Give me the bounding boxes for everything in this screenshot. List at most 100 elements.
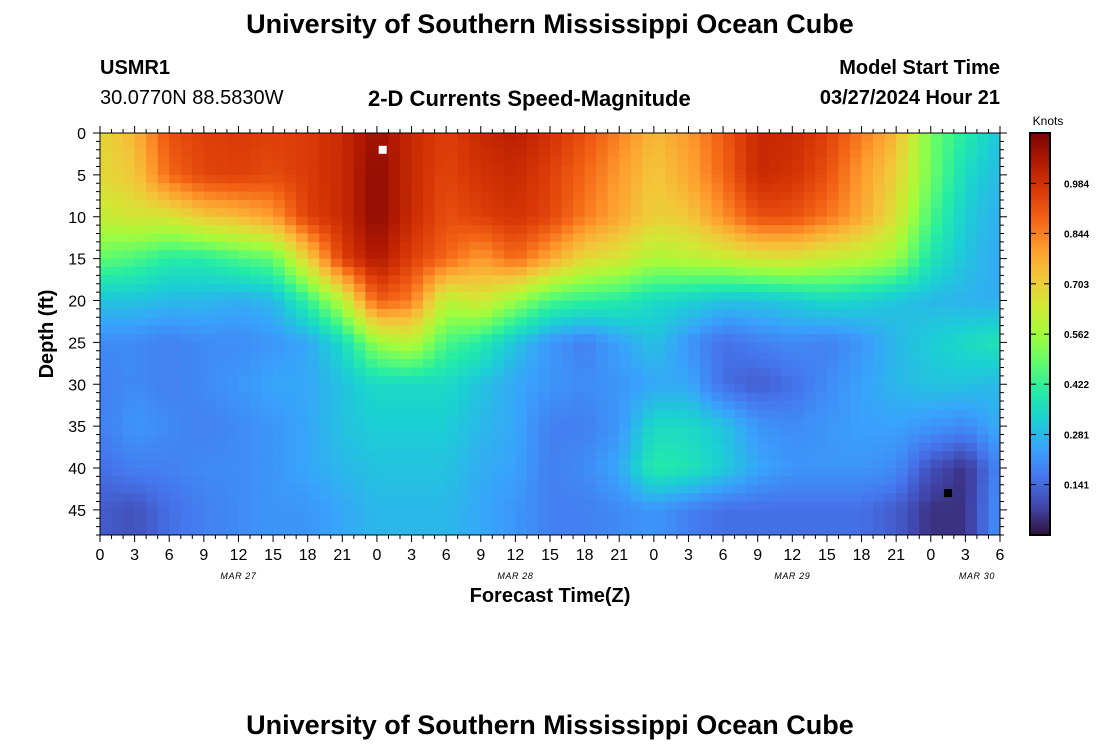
heatmap-cell	[376, 392, 390, 402]
heatmap-cell	[296, 342, 309, 352]
heatmap-cell	[573, 308, 586, 318]
heatmap-cell	[157, 509, 170, 519]
heatmap-cell	[561, 468, 574, 477]
heatmap-cell	[896, 468, 909, 477]
heatmap-cell	[353, 384, 366, 394]
heatmap-cell	[250, 459, 263, 469]
heatmap-cell	[434, 133, 447, 142]
heatmap-cell	[203, 166, 216, 176]
heatmap-cell	[630, 166, 643, 176]
heatmap-cell	[700, 334, 713, 343]
marker-point	[944, 489, 953, 498]
heatmap-cell	[330, 317, 343, 327]
heatmap-cell	[665, 426, 678, 436]
heatmap-cell	[988, 308, 1000, 318]
heatmap-cell	[642, 342, 655, 352]
heatmap-cell	[457, 158, 470, 168]
heatmap-cell	[100, 317, 113, 327]
heatmap-cell	[711, 342, 724, 352]
heatmap-cell	[111, 392, 124, 402]
heatmap-cell	[884, 518, 897, 528]
heatmap-cell	[169, 518, 182, 528]
heatmap-cell	[700, 518, 713, 528]
heatmap-cell	[480, 241, 493, 251]
heatmap-cell	[642, 250, 655, 260]
heatmap-cell	[826, 233, 840, 243]
heatmap-cell	[746, 359, 759, 369]
heatmap-cell	[550, 158, 563, 168]
heatmap-cell	[134, 250, 147, 260]
heatmap-cell	[273, 183, 286, 193]
heatmap-cell	[446, 208, 459, 218]
heatmap-cell	[619, 283, 632, 293]
heatmap-cell	[930, 208, 943, 218]
heatmap-cell	[653, 191, 666, 201]
heatmap-cell	[319, 258, 332, 268]
heatmap-cell	[815, 191, 828, 201]
heatmap-cell	[157, 300, 170, 310]
heatmap-cell	[203, 216, 216, 226]
heatmap-cell	[296, 392, 309, 402]
heatmap-cell	[192, 493, 205, 503]
heatmap-cell	[746, 216, 759, 226]
heatmap-cell	[273, 484, 286, 494]
heatmap-cell	[596, 342, 609, 352]
heatmap-cell	[469, 375, 482, 385]
heatmap-cell	[215, 275, 228, 285]
heatmap-cell	[930, 350, 943, 360]
heatmap-cell	[134, 225, 147, 235]
heatmap-cell	[480, 308, 493, 318]
heatmap-cell	[215, 325, 228, 335]
heatmap-cell	[561, 359, 574, 369]
heatmap-cell	[573, 367, 586, 377]
heatmap-cell	[734, 493, 747, 503]
heatmap-cell	[942, 183, 955, 193]
heatmap-cell	[423, 308, 436, 318]
heatmap-cell	[919, 526, 932, 535]
heatmap-cell	[192, 308, 205, 318]
heatmap-cell	[826, 275, 840, 285]
heatmap-cell	[792, 359, 805, 369]
heatmap-cell	[203, 451, 216, 461]
heatmap-cell	[700, 200, 713, 209]
heatmap-cell	[826, 509, 840, 519]
heatmap-cell	[469, 468, 482, 477]
heatmap-cell	[953, 275, 966, 285]
heatmap-cell	[538, 241, 551, 251]
heatmap-cell	[907, 342, 920, 352]
heatmap-cell	[469, 392, 482, 402]
heatmap-cell	[942, 233, 955, 243]
heatmap-cell	[365, 493, 378, 503]
heatmap-cell	[134, 258, 147, 268]
heatmap-cell	[469, 233, 482, 243]
heatmap-cell	[757, 359, 770, 369]
heatmap-cell	[526, 459, 540, 469]
heatmap-cell	[480, 484, 493, 494]
heatmap-cell	[376, 250, 390, 260]
heatmap-cell	[226, 451, 240, 461]
heatmap-cell	[550, 476, 563, 486]
heatmap-cell	[307, 174, 320, 184]
heatmap-cell	[976, 250, 990, 260]
heatmap-cell	[169, 241, 182, 251]
heatmap-cell	[215, 292, 228, 302]
heatmap-cell	[238, 208, 251, 218]
heatmap-cell	[561, 493, 574, 503]
heatmap-cell	[850, 166, 863, 176]
heatmap-cell	[192, 526, 205, 535]
heatmap-cell	[192, 241, 205, 251]
heatmap-cell	[376, 149, 390, 159]
heatmap-cell	[446, 174, 459, 184]
heatmap-cell	[573, 166, 586, 176]
heatmap-cell	[457, 451, 470, 461]
heatmap-cell	[423, 200, 436, 209]
heatmap-cell	[573, 334, 586, 343]
heatmap-cell	[434, 375, 447, 385]
heatmap-cell	[388, 141, 401, 151]
heatmap-cell	[238, 526, 251, 535]
heatmap-cell	[757, 459, 770, 469]
heatmap-cell	[503, 325, 516, 335]
heatmap-cell	[515, 191, 528, 201]
heatmap-cell	[653, 300, 666, 310]
heatmap-cell	[492, 233, 505, 243]
